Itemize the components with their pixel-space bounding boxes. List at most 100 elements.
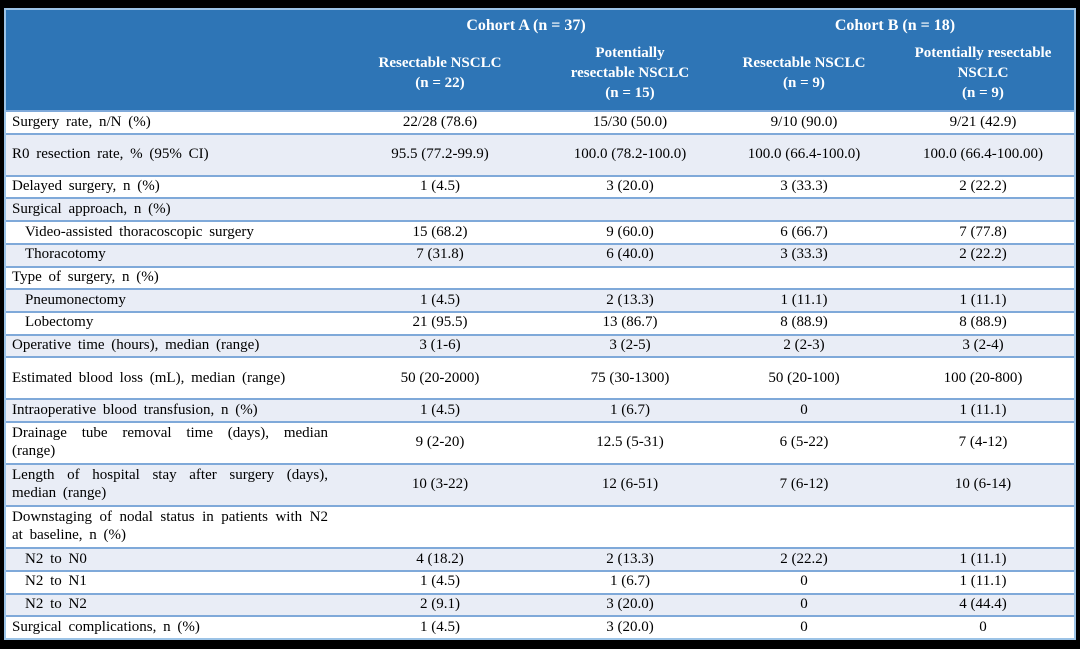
cell-cohort-a-resectable: 95.5 (77.2-99.9) [391, 145, 489, 162]
cell-cohort-b-resectable [716, 209, 892, 211]
cell-cohort-b-potentially-resectable: 8 (88.9) [959, 314, 1007, 331]
row-label: R0 resection rate, % (95% CI) [12, 145, 209, 162]
row-label: Lobectomy [25, 314, 94, 331]
cell-cohort-a-potentially-resectable: 3 (20.0) [606, 596, 654, 613]
table-row: N2 to N1 1 (4.5) 1 (6.7) 0 1 (11.1) [6, 569, 1074, 593]
column-title: Potentially [595, 45, 665, 62]
cell-cohort-a-resectable: 50 (20-2000) [400, 369, 480, 386]
cell-cohort-a-resectable: 9 (2-20) [415, 434, 465, 451]
cell-cohort-a-resectable [336, 526, 544, 528]
cell-cohort-a-potentially-resectable: 2 (13.3) [606, 291, 654, 308]
cell-cohort-a-resectable: 1 (4.5) [420, 178, 460, 195]
cell-cohort-b-potentially-resectable: 7 (77.8) [959, 223, 1007, 240]
cell-cohort-a-potentially-resectable: 1 (6.7) [610, 573, 650, 590]
table-row: Downstaging of nodal status in patients … [6, 505, 1074, 548]
row-label: Length of hospital stay after surgery (d… [12, 467, 328, 502]
cell-cohort-b-resectable: 0 [800, 596, 808, 613]
cohort-header-row: Cohort A (n = 37) Cohort B (n = 18) [6, 10, 1074, 38]
cell-cohort-b-potentially-resectable: 10 (6-14) [954, 476, 1012, 493]
table-row: Intraoperative blood transfusion, n (%) … [6, 398, 1074, 422]
cell-cohort-b-resectable: 2 (2-3) [783, 337, 825, 354]
cell-cohort-a-resectable: 1 (4.5) [420, 618, 460, 635]
row-label: Surgical complications, n (%) [12, 618, 200, 635]
cell-cohort-b-resectable: 7 (6-12) [779, 476, 829, 493]
cell-cohort-a-potentially-resectable: 15/30 (50.0) [592, 113, 668, 130]
cell-cohort-b-resectable: 50 (20-100) [768, 369, 840, 386]
cell-cohort-b-potentially-resectable [892, 277, 1074, 279]
cell-cohort-b-potentially-resectable: 1 (11.1) [959, 550, 1007, 567]
row-label: Delayed surgery, n (%) [12, 178, 160, 195]
cell-cohort-a-potentially-resectable: 100.0 (78.2-100.0) [573, 145, 687, 162]
row-label: N2 to N0 [25, 550, 87, 567]
column-sample-size: (n = 9) [783, 75, 825, 91]
cell-cohort-a-potentially-resectable: 13 (86.7) [602, 314, 658, 331]
table-row: Estimated blood loss (mL), median (range… [6, 356, 1074, 399]
cell-cohort-a-potentially-resectable: 9 (60.0) [606, 223, 654, 240]
cell-cohort-a-resectable: 2 (9.1) [420, 596, 460, 613]
row-label: Estimated blood loss (mL), median (range… [12, 369, 286, 386]
table-row: Lobectomy 21 (95.5) 13 (86.7) 8 (88.9) 8… [6, 310, 1074, 334]
cell-cohort-a-potentially-resectable [544, 526, 716, 528]
table-row: Type of surgery, n (%) [6, 265, 1074, 289]
column-title: resectable NSCLC [570, 65, 690, 82]
cell-cohort-b-resectable: 6 (66.7) [780, 223, 828, 240]
cell-cohort-a-potentially-resectable: 3 (20.0) [606, 178, 654, 195]
row-label: N2 to N2 [25, 596, 87, 613]
row-label: Surgical approach, n (%) [12, 200, 171, 217]
cell-cohort-a-potentially-resectable: 3 (2-5) [609, 337, 651, 354]
table-row: Surgical approach, n (%) [6, 197, 1074, 221]
cell-cohort-b-potentially-resectable: 2 (22.2) [959, 246, 1007, 263]
cell-cohort-a-resectable: 1 (4.5) [420, 573, 460, 590]
table-row: Video-assisted thoracoscopic surgery 15 … [6, 220, 1074, 243]
cell-cohort-a-potentially-resectable: 12.5 (5-31) [596, 434, 664, 451]
cell-cohort-a-resectable: 22/28 (78.6) [402, 113, 478, 130]
cell-cohort-a-resectable: 3 (1-6) [419, 337, 461, 354]
cell-cohort-b-potentially-resectable: 1 (11.1) [959, 401, 1007, 418]
table-row: Delayed surgery, n (%) 1 (4.5) 3 (20.0) … [6, 174, 1074, 198]
cohort-a-header: Cohort A (n = 37) [466, 17, 586, 34]
cell-cohort-b-potentially-resectable: 0 [979, 618, 987, 635]
table-body: Surgery rate, n/N (%) 22/28 (78.6) 15/30… [6, 110, 1074, 638]
table-row: Pneumonectomy 1 (4.5) 2 (13.3) 1 (11.1) … [6, 288, 1074, 311]
table-row: Drainage tube removal time (days), media… [6, 421, 1074, 464]
cell-cohort-b-resectable: 0 [800, 618, 808, 635]
cell-cohort-a-resectable [336, 209, 544, 211]
table-row: R0 resection rate, % (95% CI) 95.5 (77.2… [6, 132, 1074, 175]
cohort-b-header: Cohort B (n = 18) [834, 17, 956, 34]
cell-cohort-b-potentially-resectable: 1 (11.1) [959, 291, 1007, 308]
cell-cohort-b-resectable: 3 (33.3) [780, 178, 828, 195]
cell-cohort-a-resectable: 1 (4.5) [420, 291, 460, 308]
column-header: Resectable NSCLC (n = 22) [336, 54, 544, 94]
cell-cohort-a-potentially-resectable: 3 (20.0) [606, 618, 654, 635]
cell-cohort-a-potentially-resectable: 1 (6.7) [610, 401, 650, 418]
table-row: N2 to N0 4 (18.2) 2 (13.3) 2 (22.2) 1 (1… [6, 547, 1074, 570]
cell-cohort-b-resectable [716, 277, 892, 279]
cell-cohort-b-potentially-resectable [892, 526, 1074, 528]
column-title: Potentially resectable [914, 45, 1052, 62]
column-title: Resectable NSCLC [378, 55, 502, 72]
cell-cohort-b-potentially-resectable: 9/21 (42.9) [949, 113, 1017, 130]
row-label: Downstaging of nodal status in patients … [12, 509, 328, 544]
cell-cohort-b-resectable: 3 (33.3) [780, 246, 828, 263]
table-row: N2 to N2 2 (9.1) 3 (20.0) 0 4 (44.4) [6, 592, 1074, 616]
cell-cohort-a-potentially-resectable: 75 (30-1300) [590, 369, 670, 386]
table-row: Operative time (hours), median (range) 3… [6, 333, 1074, 357]
cell-cohort-a-resectable [336, 277, 544, 279]
cell-cohort-a-potentially-resectable: 12 (6-51) [601, 476, 659, 493]
subheader-row: Resectable NSCLC (n = 22) Potentially re… [6, 38, 1074, 110]
cell-cohort-b-resectable: 9/10 (90.0) [770, 113, 838, 130]
row-label: Intraoperative blood transfusion, n (%) [12, 401, 258, 418]
cell-cohort-a-resectable: 1 (4.5) [420, 401, 460, 418]
cell-cohort-b-resectable [716, 526, 892, 528]
row-label: N2 to N1 [25, 573, 87, 590]
column-sample-size: (n = 22) [415, 75, 465, 91]
column-header: Potentially resectable NSCLC (n = 15) [544, 44, 716, 103]
table-header: Cohort A (n = 37) Cohort B (n = 18) Rese… [6, 10, 1074, 110]
cell-cohort-b-resectable: 100.0 (66.4-100.0) [747, 145, 861, 162]
column-sample-size: (n = 15) [605, 84, 655, 101]
row-label: Type of surgery, n (%) [12, 269, 159, 286]
cell-cohort-b-resectable: 0 [800, 401, 808, 418]
cell-cohort-b-potentially-resectable: 3 (2-4) [962, 337, 1004, 354]
cell-cohort-b-potentially-resectable: 1 (11.1) [959, 573, 1007, 590]
column-sample-size: (n = 9) [962, 84, 1004, 101]
